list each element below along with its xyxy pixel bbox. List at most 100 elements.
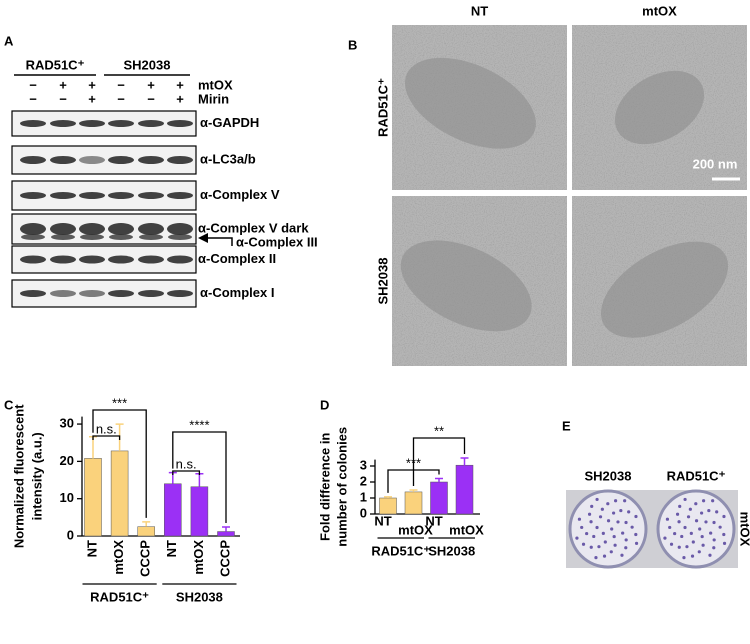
band [79, 156, 105, 164]
colony [712, 520, 716, 525]
band [108, 255, 134, 264]
band [50, 290, 76, 297]
sign: − [147, 91, 155, 106]
band [138, 156, 164, 164]
colony [580, 525, 584, 530]
sign: − [29, 91, 37, 106]
colony [612, 511, 616, 515]
colony [694, 502, 698, 506]
x-tick-label: mtOX [191, 540, 206, 575]
band [21, 234, 45, 240]
significance-bracket [92, 409, 147, 518]
colony [619, 508, 623, 513]
colony [702, 499, 706, 503]
colony [594, 556, 598, 560]
colony [595, 525, 599, 530]
colony [680, 534, 684, 539]
band [167, 290, 193, 297]
row-label: mtOX [198, 77, 233, 92]
y-tick-label: 20 [60, 453, 74, 468]
colony [595, 497, 599, 502]
colony [600, 507, 604, 511]
band [138, 290, 164, 297]
y-axis-label: Normalized fluorescent [11, 404, 26, 548]
band [167, 156, 193, 164]
x-tick-label: mtOX [398, 522, 433, 537]
blot-label: α-GAPDH [200, 115, 259, 130]
band [79, 192, 105, 199]
colony [677, 520, 681, 524]
sign: − [117, 77, 125, 92]
row-label: SH2038 [375, 258, 390, 305]
band [79, 223, 105, 235]
colony [616, 520, 620, 524]
band [139, 234, 163, 240]
band [79, 255, 105, 264]
row-label: Mirin [198, 91, 229, 106]
y-tick-label: 30 [60, 416, 74, 431]
colony [623, 499, 627, 503]
sign: + [176, 77, 184, 92]
error-bar [384, 496, 392, 498]
colony [624, 538, 628, 542]
colony [685, 545, 689, 549]
band [138, 223, 164, 235]
panel-letter: A [4, 33, 14, 48]
significance-bracket [92, 435, 121, 440]
band [79, 290, 105, 297]
colony [598, 515, 603, 519]
colony [606, 502, 610, 506]
y-axis-label: intensity (a.u.) [29, 432, 44, 520]
colony [691, 540, 695, 544]
band [50, 255, 76, 264]
colony [677, 545, 681, 549]
colony [624, 546, 628, 550]
colony [589, 545, 593, 549]
band [50, 156, 76, 164]
bar [164, 483, 182, 537]
column-label: SH2038 [585, 468, 632, 483]
bar [110, 450, 129, 537]
colony [577, 517, 582, 521]
x-tick-label: NT [84, 540, 99, 557]
colony [627, 510, 631, 514]
sign: + [88, 91, 96, 106]
colony [585, 531, 589, 536]
sign: + [59, 77, 67, 92]
colony [597, 545, 601, 549]
x-tick-label: NT [374, 513, 391, 528]
colony [715, 510, 719, 514]
sign: + [88, 77, 96, 92]
colony [709, 531, 713, 535]
bar [379, 497, 397, 515]
blot-label: α-Complex II [198, 251, 276, 266]
colony [694, 519, 699, 523]
colony [690, 554, 695, 558]
colony [686, 515, 691, 519]
y-tick-label: 10 [60, 490, 74, 505]
blot-label: α-LC3a/b [200, 151, 256, 166]
colony [630, 525, 634, 529]
colony [575, 536, 579, 540]
band [108, 290, 134, 297]
colony [601, 531, 605, 535]
sign: − [117, 91, 125, 106]
x-tick-label: mtOX [111, 540, 126, 575]
colony [673, 531, 677, 536]
x-tick-label: CCCP [138, 540, 153, 577]
y-tick-label: 0 [360, 505, 367, 520]
panel-letter: B [348, 37, 357, 52]
significance-bracket [172, 470, 201, 475]
band [50, 120, 76, 127]
colony [634, 541, 639, 545]
x-tick-label: NT [164, 540, 179, 557]
colony [700, 534, 704, 539]
colony [663, 536, 667, 540]
colony [581, 542, 586, 546]
y-tick-label: 0 [67, 527, 74, 542]
mitochondrion [614, 70, 705, 145]
colony [701, 543, 705, 547]
sign: + [176, 91, 184, 106]
column-label: mtOX [642, 3, 677, 18]
colony [613, 543, 617, 547]
